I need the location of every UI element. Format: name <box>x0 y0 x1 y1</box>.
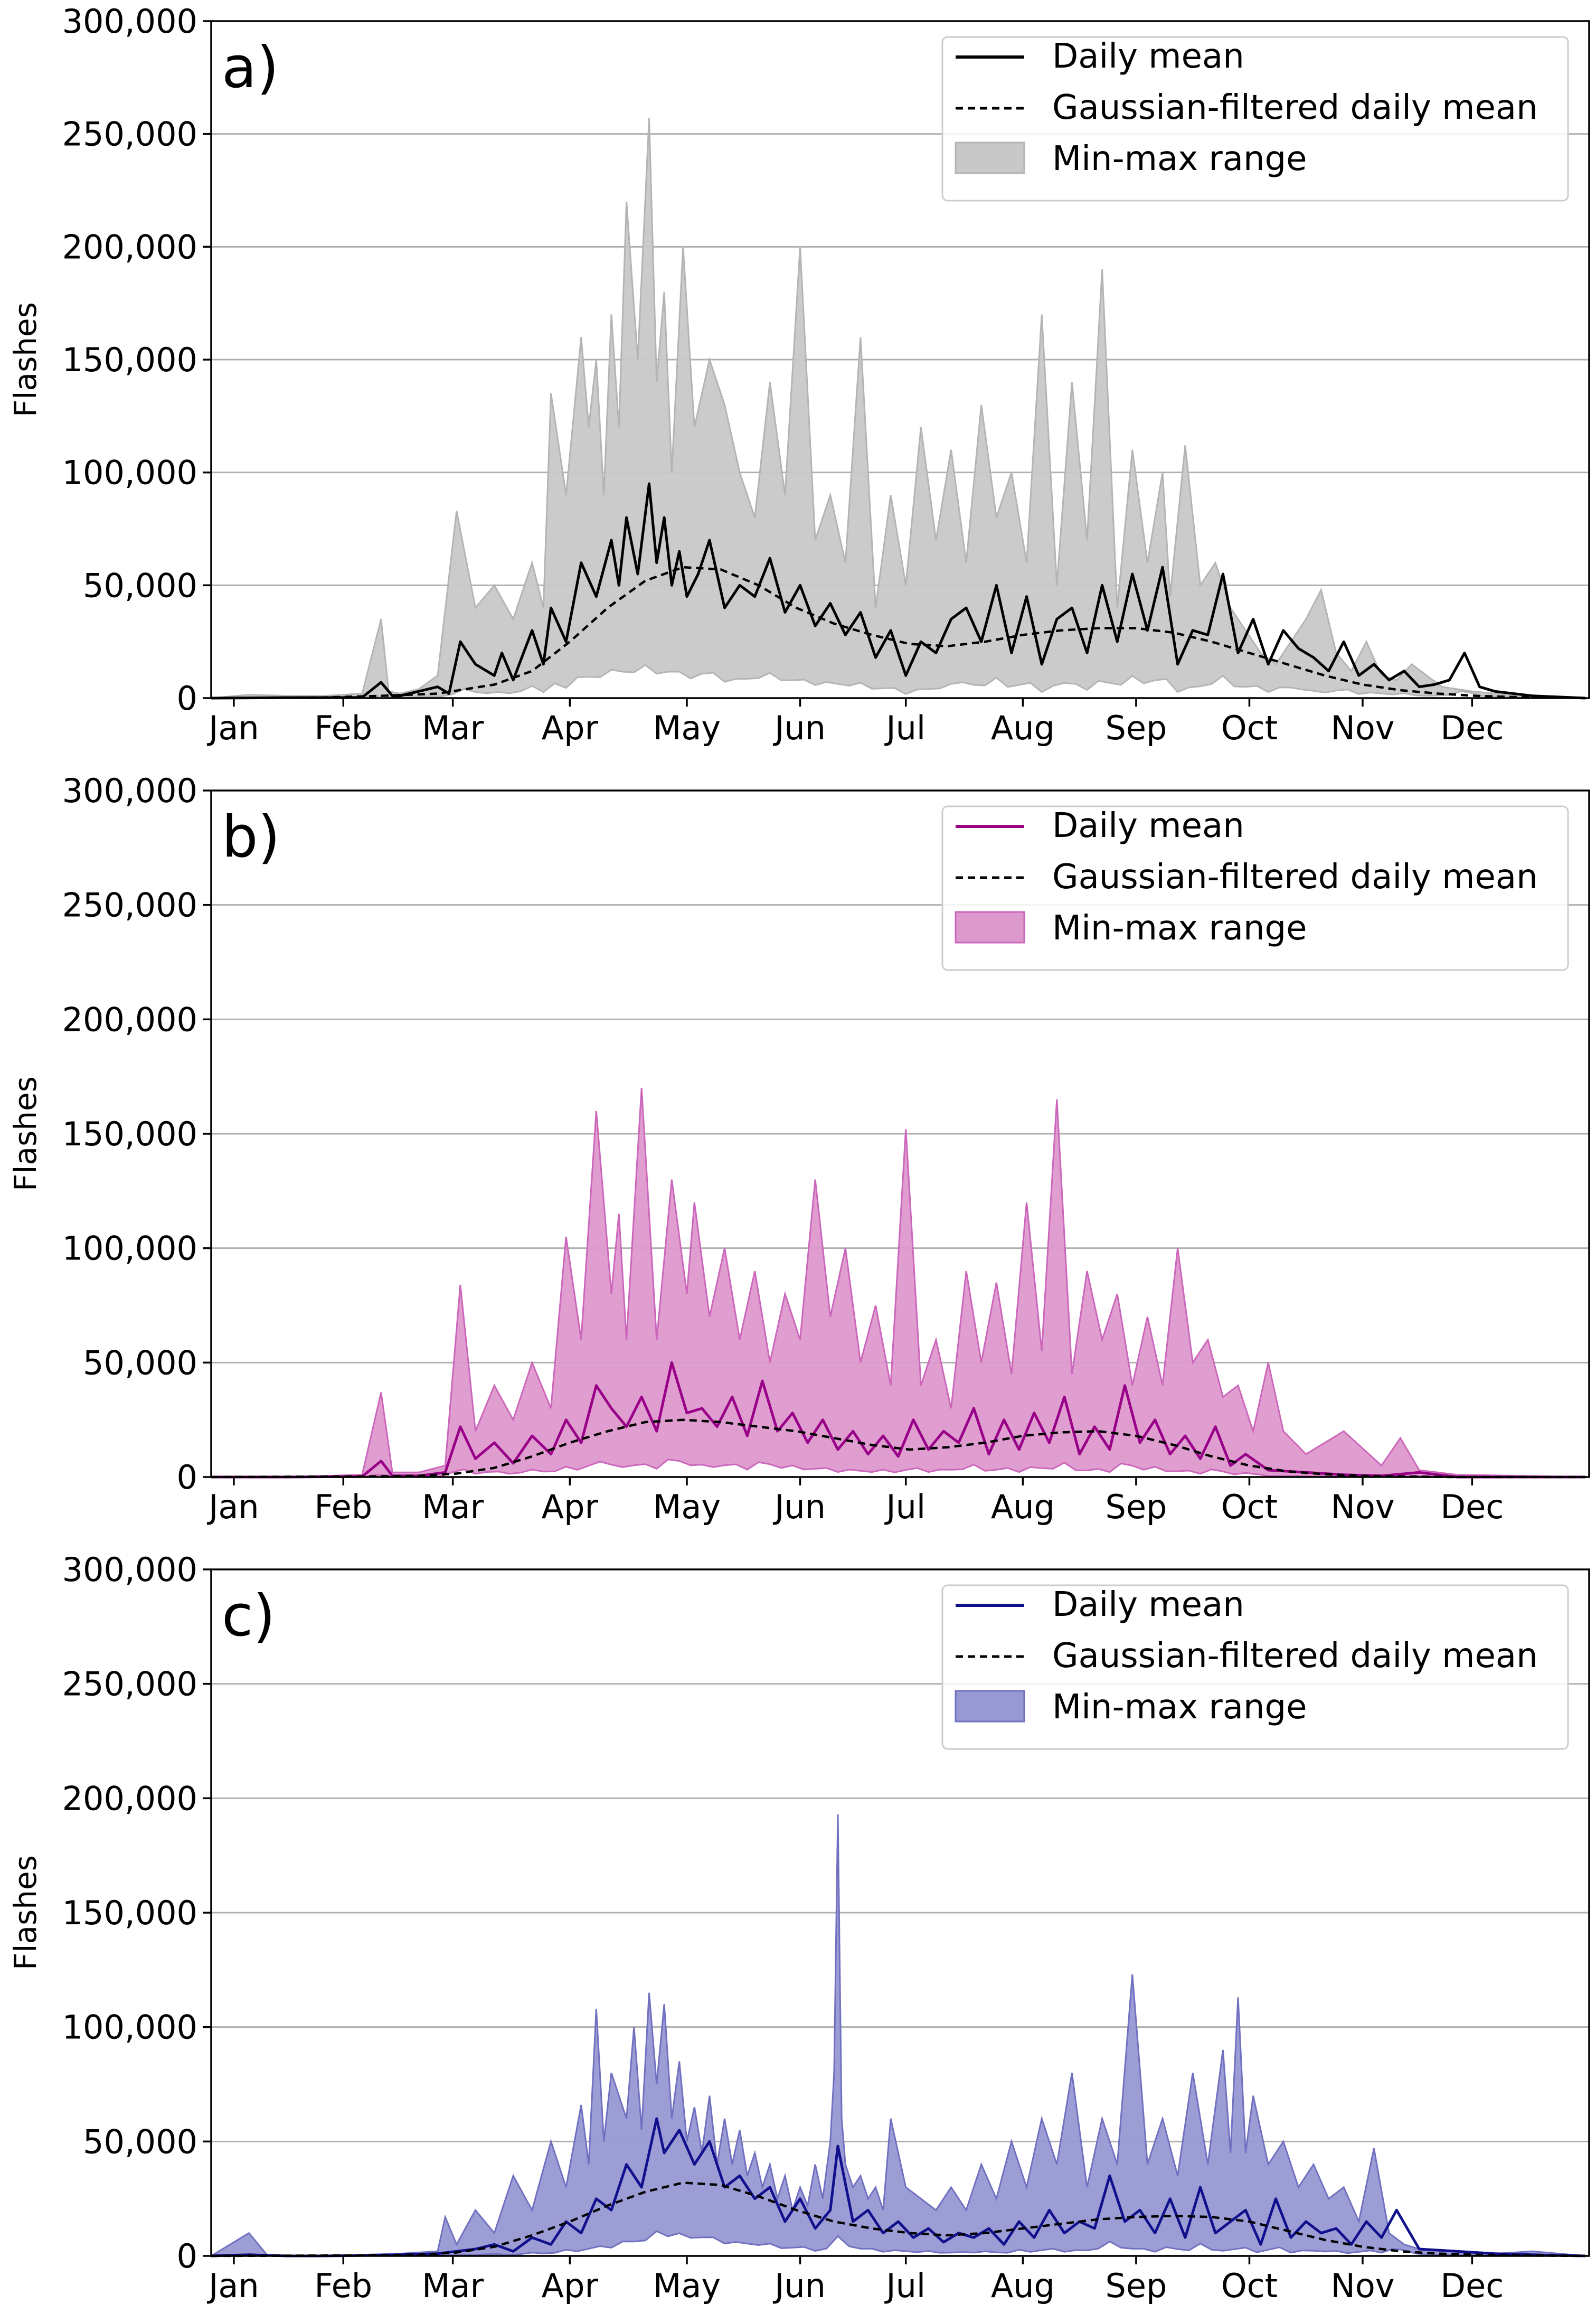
x-tick-label: May <box>653 1488 721 1526</box>
x-tick-label: Aug <box>991 1488 1055 1526</box>
legend-label: Min-max range <box>1052 139 1307 178</box>
y-tick-label: 50,000 <box>83 2122 197 2161</box>
legend-label: Daily mean <box>1052 37 1244 76</box>
x-tick-label: Nov <box>1330 1488 1394 1526</box>
x-tick-label: Apr <box>542 2266 599 2305</box>
panel-label: a) <box>222 35 279 101</box>
y-tick-label: 250,000 <box>62 115 197 154</box>
legend-range-swatch <box>955 911 1025 944</box>
y-axis-title: Flashes <box>7 302 43 417</box>
x-tick-label: Jun <box>772 709 826 747</box>
legend-box <box>941 1584 1569 1750</box>
x-tick-label: Dec <box>1440 1488 1504 1526</box>
y-tick-label: 150,000 <box>62 1115 197 1153</box>
daily-mean-line <box>211 2117 1585 2257</box>
x-tick-label: Jun <box>772 1488 826 1526</box>
y-tick-label: 200,000 <box>62 228 197 266</box>
x-tick-label: Jan <box>206 2266 259 2305</box>
min-max-range-area <box>208 1814 1585 2257</box>
legend-label: Min-max range <box>1052 909 1307 948</box>
y-tick-label: 50,000 <box>83 1343 197 1382</box>
x-tick-label: Apr <box>542 1488 599 1526</box>
legend-label: Gaussian-filtered daily mean <box>1052 1636 1538 1676</box>
legend-label: Daily mean <box>1052 806 1244 845</box>
x-tick-label: Jan <box>206 709 259 747</box>
x-tick-label: May <box>653 709 721 747</box>
x-tick-label: Oct <box>1221 1488 1278 1526</box>
y-tick-label: 150,000 <box>62 1894 197 1932</box>
y-tick-label: 150,000 <box>62 341 197 379</box>
x-tick-label: Jul <box>884 709 926 747</box>
y-tick-label: 0 <box>177 2237 197 2275</box>
x-tick-label: Oct <box>1221 709 1278 747</box>
gaussian-filtered-line <box>211 2181 1585 2257</box>
legend-label: Gaussian-filtered daily mean <box>1052 88 1538 127</box>
x-tick-label: May <box>653 2266 721 2305</box>
panel-label: b) <box>222 804 280 870</box>
x-tick-label: Apr <box>542 709 599 747</box>
legend-label: Daily mean <box>1052 1585 1244 1624</box>
panel-b: 0 50,000 100,000 150,000 200,000 250,000 300,0… <box>7 772 1590 1526</box>
legend-box <box>941 805 1569 971</box>
y-tick-label: 250,000 <box>62 886 197 925</box>
x-tick-label: Feb <box>314 709 372 747</box>
x-tick-label: Aug <box>991 709 1055 747</box>
y-tick-label: 0 <box>177 679 197 718</box>
panel-c: 0 50,000 100,000 150,000 200,000 250,000 300,0… <box>7 1550 1590 2305</box>
y-tick-label: 100,000 <box>62 2008 197 2047</box>
y-tick-label: 300,000 <box>62 772 197 810</box>
x-tick-label: Dec <box>1440 2266 1504 2305</box>
panel-a: 0 50,000 100,000 150,000 200,000 250,000 300,0… <box>7 2 1590 747</box>
min-max-range-area <box>211 118 1585 699</box>
x-tick-label: Aug <box>991 2266 1055 2305</box>
x-tick-label: Sep <box>1105 709 1167 747</box>
y-tick-label: 200,000 <box>62 1000 197 1039</box>
x-tick-label: Nov <box>1330 709 1394 747</box>
y-axis-title: Flashes <box>7 1855 43 1970</box>
x-tick-label: Jan <box>206 1488 259 1526</box>
y-tick-label: 300,000 <box>62 1550 197 1589</box>
x-tick-label: Oct <box>1221 2266 1278 2305</box>
legend-box <box>941 36 1569 202</box>
y-tick-label: 0 <box>177 1458 197 1497</box>
legend-range-swatch <box>955 142 1025 174</box>
x-tick-label: Feb <box>314 2266 372 2305</box>
x-tick-label: Jun <box>772 2266 826 2305</box>
x-tick-label: Mar <box>422 2266 484 2305</box>
y-tick-label: 300,000 <box>62 2 197 41</box>
x-tick-label: Nov <box>1330 2266 1394 2305</box>
x-tick-label: Sep <box>1105 2266 1167 2305</box>
x-tick-label: Sep <box>1105 1488 1167 1526</box>
panel-label: c) <box>222 1583 276 1649</box>
gaussian-filtered-line <box>211 1418 1585 1479</box>
y-tick-label: 100,000 <box>62 454 197 492</box>
x-tick-label: Jul <box>884 2266 926 2305</box>
y-tick-label: 250,000 <box>62 1665 197 1704</box>
legend-range-swatch <box>955 1690 1025 1723</box>
y-tick-label: 200,000 <box>62 1779 197 1818</box>
x-tick-label: Dec <box>1440 709 1504 747</box>
x-tick-label: Mar <box>422 709 484 747</box>
x-tick-label: Feb <box>314 1488 372 1526</box>
y-tick-label: 50,000 <box>83 566 197 605</box>
legend-label: Gaussian-filtered daily mean <box>1052 858 1538 897</box>
x-tick-label: Jul <box>884 1488 926 1526</box>
min-max-range-area <box>211 1088 1585 1478</box>
y-axis-title: Flashes <box>7 1076 43 1191</box>
y-tick-label: 100,000 <box>62 1229 197 1268</box>
legend-label: Min-max range <box>1052 1688 1307 1727</box>
x-tick-label: Mar <box>422 1488 484 1526</box>
